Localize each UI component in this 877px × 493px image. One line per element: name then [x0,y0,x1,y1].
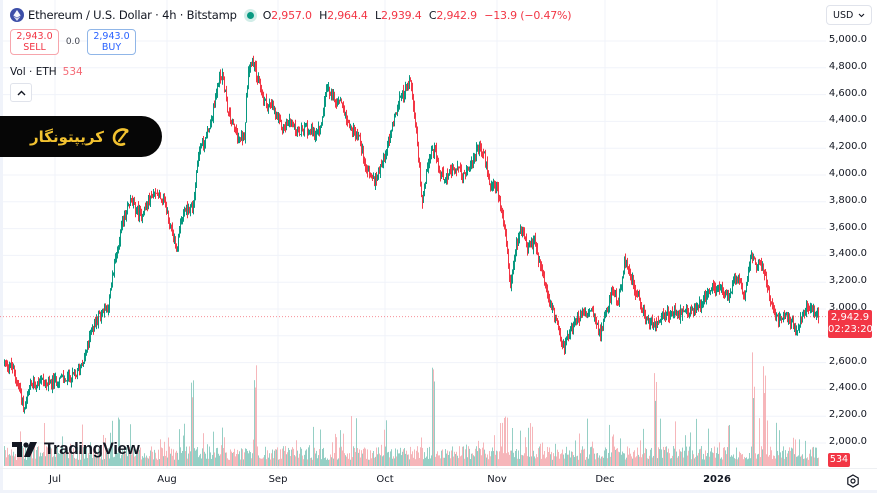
symbol-legend: Ethereum / U.S. Dollar · 4h · Bitstamp O… [10,8,575,22]
bar-countdown: 02:23:20 [828,324,873,335]
buy-price: 2,943.0 [93,31,130,42]
tradingview-logo[interactable]: TradingView [12,439,140,459]
sell-label: SELL [23,42,46,53]
price-tick-label: 3,600.0 [828,221,867,233]
time-tick-label: Aug [157,474,177,485]
settings-hexagon-icon [847,474,859,488]
ohlc-values: O2,957.0 H2,964.4 L2,939.4 C2,942.9 −13.… [263,9,576,22]
change-value: −13.9 (−0.47%) [484,8,572,22]
market-open-indicator [246,11,254,19]
collapse-legend-button[interactable] [10,83,32,102]
price-tick-label: 3,400.0 [828,248,867,260]
close-value: 2,942.9 [436,8,477,22]
tradingview-icon [12,441,37,457]
open-value: 2,957.0 [271,8,312,22]
currency-selector[interactable]: USD [826,5,872,25]
chart-grid [3,0,826,468]
price-tick-label: 2,400.0 [828,382,867,394]
time-tick-label: Nov [487,474,507,485]
volume-legend: Vol · ETH 534 [10,66,83,78]
price-tick-label: 4,200.0 [828,141,867,153]
price-candles [4,55,819,414]
volume-legend-label[interactable]: Vol · ETH [10,66,57,78]
spread-value: 0.0 [65,37,81,47]
close-key: C [428,8,437,22]
banner-text: کریپتونگار [30,127,104,146]
price-tick-label: 4,800.0 [828,60,867,72]
high-value: 2,964.4 [327,8,368,22]
price-tick-label: 2,000.0 [828,436,867,447]
banner-coin-icon [112,127,129,146]
price-tick-label: 4,600.0 [828,87,867,99]
volume-histogram [4,352,819,466]
buy-label: BUY [101,42,122,53]
last-price-tag: 2,942.9 02:23:20 [828,310,873,338]
tradingview-wordmark: TradingView [44,439,140,458]
price-tick-label: 4,400.0 [828,114,867,126]
price-tick-label: 5,000.0 [828,34,867,45]
last-volume-tag: 534 [828,453,850,467]
open-key: O [262,8,272,22]
chevron-down-icon [858,13,865,17]
time-tick-label: Sep [268,474,288,485]
high-key: H [319,8,328,22]
trade-panel: 2,943.0 SELL 0.0 2,943.0 BUY [10,29,136,55]
time-tick-label: Jul [48,474,62,485]
watermark-banner: کریپتونگار [0,116,162,157]
price-tick-label: 3,000.0 [828,302,867,313]
left-border [0,0,3,493]
sell-price: 2,943.0 [16,31,53,42]
bottom-border [0,490,877,493]
price-tick-label: 2,600.0 [828,355,867,367]
currency-label: USD [833,9,854,21]
sell-button[interactable]: 2,943.0 SELL [10,29,59,55]
time-axis-divider [0,468,877,469]
symbol-title[interactable]: Ethereum / U.S. Dollar · 4h · Bitstamp [28,8,237,22]
volume-legend-value: 534 [62,66,83,78]
price-tick-label: 4,000.0 [828,168,867,179]
chevron-up-icon [17,90,25,95]
price-tick-label: 2,200.0 [828,409,867,421]
price-tick-label: 3,200.0 [828,275,867,287]
time-tick-label: 2026 [703,474,731,485]
buy-button[interactable]: 2,943.0 BUY [87,29,136,55]
low-key: L [375,8,381,22]
time-tick-label: Dec [595,474,615,485]
chart-settings-button[interactable] [845,473,861,489]
ethereum-icon [10,8,24,22]
price-tick-label: 3,800.0 [828,194,867,206]
time-tick-label: Oct [376,474,394,485]
last-price: 2,942.9 [830,312,870,323]
low-value: 2,939.4 [380,8,422,22]
